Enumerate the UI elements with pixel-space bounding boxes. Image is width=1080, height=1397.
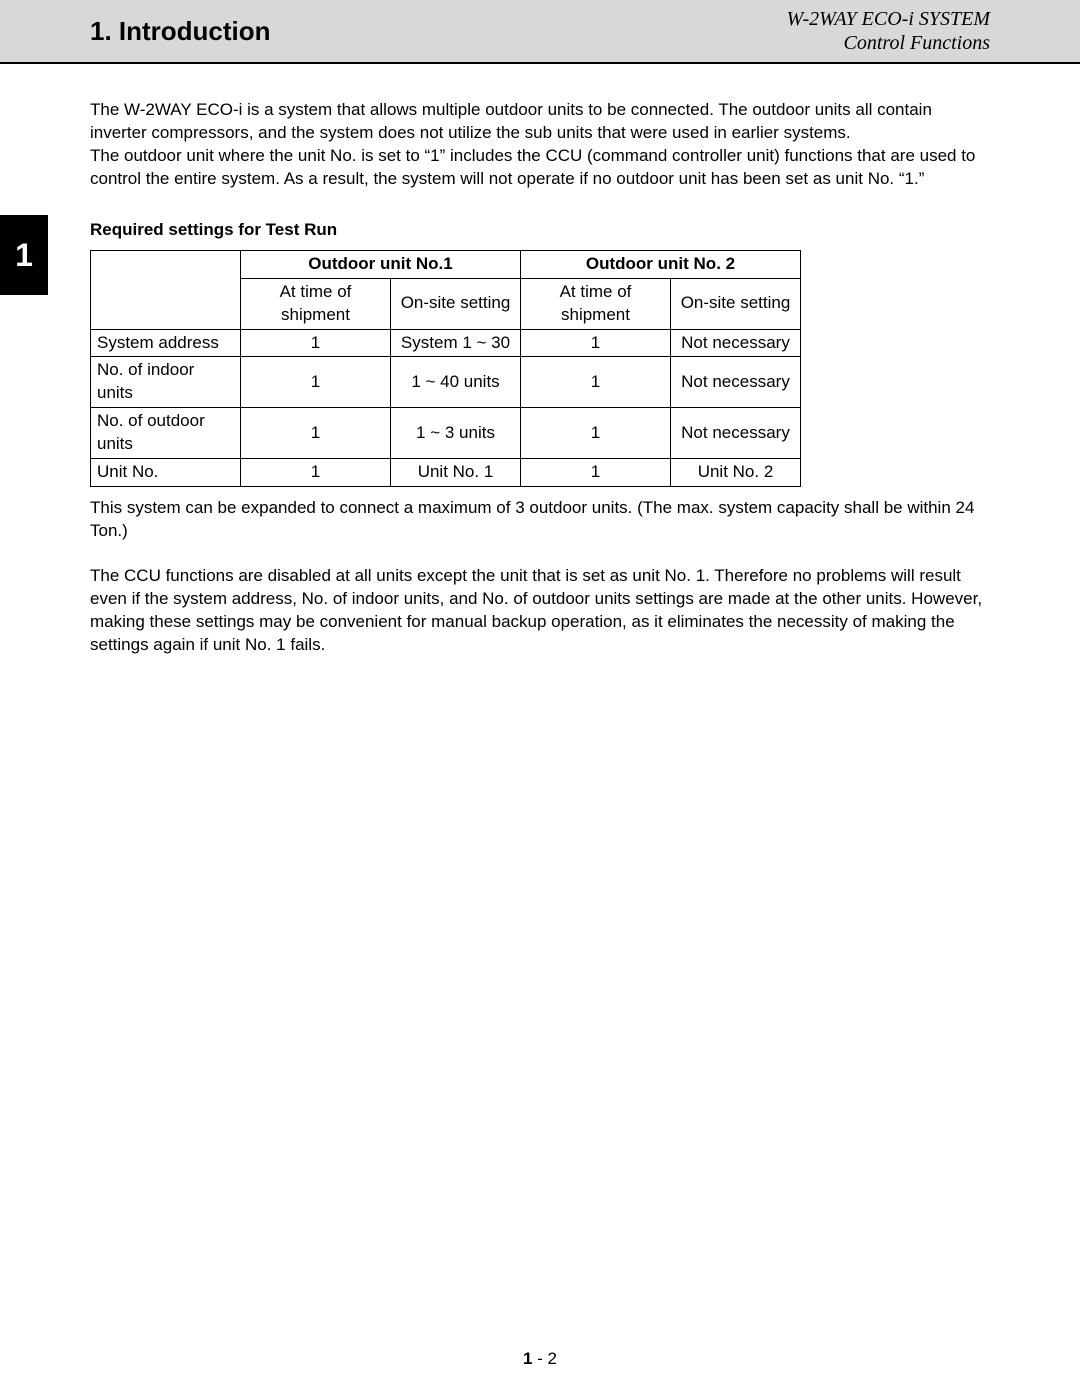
table-cell: 1 [241,329,391,357]
table-cell: Not necessary [671,329,801,357]
footer-page: 2 [548,1349,557,1368]
sub-header-3: At time of shipment [521,278,671,329]
row-label: No. of indoor units [91,357,241,408]
table-row: Unit No. 1 Unit No. 1 1 Unit No. 2 [91,459,801,487]
table-corner-cell [91,250,241,329]
table-cell: Unit No. 1 [391,459,521,487]
table-group-header-row: Outdoor unit No.1 Outdoor unit No. 2 [91,250,801,278]
sub-header-4: On-site setting [671,278,801,329]
table-row: No. of indoor units 1 1 ~ 40 units 1 Not… [91,357,801,408]
sub-header-1: At time of shipment [241,278,391,329]
settings-table: Outdoor unit No.1 Outdoor unit No. 2 At … [90,250,801,487]
table-cell: System 1 ~ 30 [391,329,521,357]
group-header-1: Outdoor unit No.1 [241,250,521,278]
table-cell: 1 ~ 3 units [391,408,521,459]
group-header-2: Outdoor unit No. 2 [521,250,801,278]
row-label: System address [91,329,241,357]
table-cell: 1 [521,459,671,487]
sub-header-2: On-site setting [391,278,521,329]
table-cell: 1 [241,357,391,408]
page-footer: 1 - 2 [0,1349,1080,1369]
table-cell: Unit No. 2 [671,459,801,487]
table-cell: 1 [521,357,671,408]
doc-title-line2: Control Functions [787,31,990,55]
intro-paragraph-2: The outdoor unit where the unit No. is s… [90,145,990,191]
doc-title-line1: W-2WAY ECO-i SYSTEM [787,7,990,31]
section-title: 1. Introduction [90,16,271,47]
table-cell: 1 [241,459,391,487]
chapter-side-tab: 1 [0,215,48,295]
table-cell: Not necessary [671,357,801,408]
table-cell: 1 [521,329,671,357]
ccu-paragraph: The CCU functions are disabled at all un… [90,565,990,657]
intro-paragraph-1: The W-2WAY ECO-i is a system that allows… [90,99,990,145]
table-cell: 1 ~ 40 units [391,357,521,408]
doc-header-right: W-2WAY ECO-i SYSTEM Control Functions [787,7,990,55]
table-cell: Not necessary [671,408,801,459]
table-row: System address 1 System 1 ~ 30 1 Not nec… [91,329,801,357]
header-bar: 1. Introduction W-2WAY ECO-i SYSTEM Cont… [0,0,1080,64]
table-cell: 1 [241,408,391,459]
after-table-paragraph: This system can be expanded to connect a… [90,497,990,543]
table-cell: 1 [521,408,671,459]
page-content: The W-2WAY ECO-i is a system that allows… [0,64,1080,657]
table-heading: Required settings for Test Run [90,219,990,242]
row-label: Unit No. [91,459,241,487]
footer-sep: - [532,1349,547,1368]
row-label: No. of outdoor units [91,408,241,459]
table-row: No. of outdoor units 1 1 ~ 3 units 1 Not… [91,408,801,459]
